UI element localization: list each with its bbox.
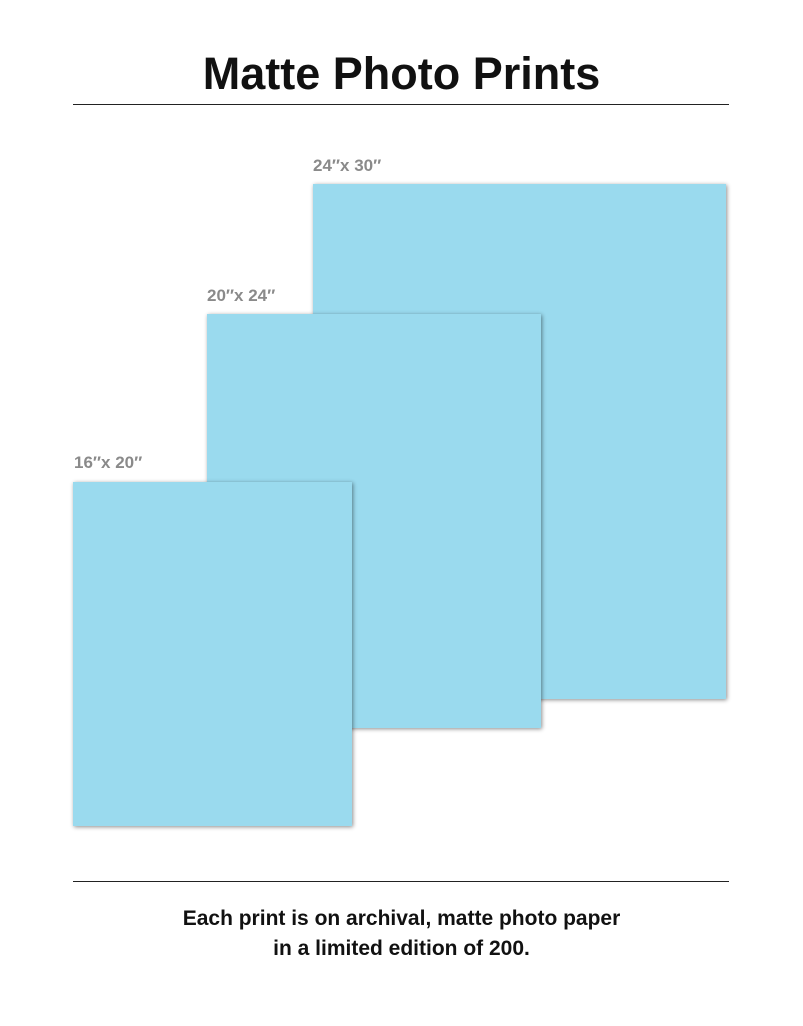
print-16x20 xyxy=(73,482,352,826)
print-label-24x30: 24″x 30″ xyxy=(313,156,382,175)
print-label-20x24: 20″x 24″ xyxy=(207,286,276,305)
top-divider xyxy=(73,104,729,105)
page-title: Matte Photo Prints xyxy=(202,48,601,99)
footer-line-2: in a limited edition of 200. xyxy=(273,937,530,960)
bottom-divider xyxy=(73,881,729,882)
footer-line-1: Each print is on archival, matte photo p… xyxy=(182,907,621,930)
print-label-16x20: 16″x 20″ xyxy=(74,453,143,472)
